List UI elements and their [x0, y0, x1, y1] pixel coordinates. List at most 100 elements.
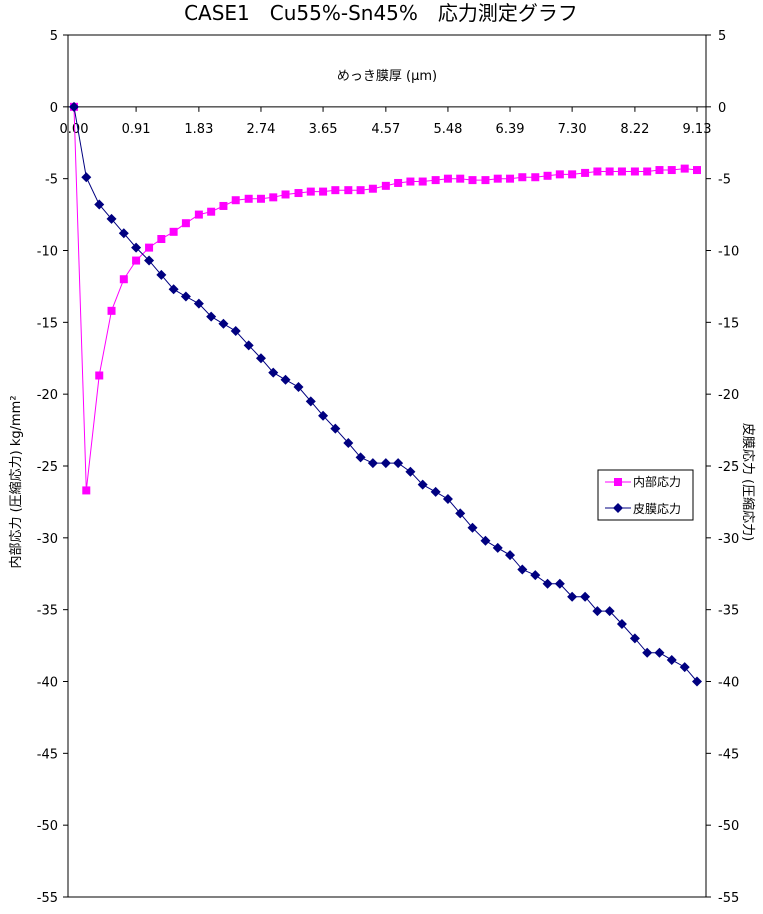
data-point-internal-stress	[543, 171, 552, 180]
data-point-internal-stress	[281, 190, 290, 199]
y-tick-label-right: -15	[718, 316, 739, 331]
data-point-film-stress	[230, 325, 241, 336]
y-tick-label-right: -10	[718, 245, 739, 260]
data-point-film-stress	[305, 396, 316, 407]
data-point-internal-stress	[344, 186, 353, 195]
data-point-internal-stress	[493, 174, 502, 183]
x-axis-title: めっき膜厚 (μm)	[337, 69, 437, 84]
y-tick-label-left: 5	[50, 29, 58, 44]
data-point-internal-stress	[82, 486, 91, 495]
data-point-internal-stress	[518, 173, 527, 182]
data-point-internal-stress	[95, 371, 104, 380]
data-point-film-stress	[467, 522, 478, 533]
y-tick-label-left: -40	[37, 676, 58, 691]
data-point-internal-stress	[132, 256, 141, 265]
legend-label-internal: 内部応力	[633, 474, 681, 489]
data-point-internal-stress	[568, 170, 577, 179]
x-tick-label: 7.30	[558, 122, 587, 137]
x-tick-label: 0.00	[60, 122, 89, 137]
data-point-internal-stress	[331, 186, 340, 195]
data-point-internal-stress	[256, 194, 265, 203]
y-tick-label-right: 5	[718, 29, 726, 44]
data-point-film-stress	[455, 508, 466, 519]
x-tick-label: 8.22	[620, 122, 649, 137]
data-point-film-stress	[106, 213, 117, 224]
data-point-internal-stress	[643, 167, 652, 176]
y-tick-label-left: -5	[45, 173, 58, 188]
y-tick-label-right: -5	[718, 173, 731, 188]
data-point-film-stress	[193, 298, 204, 309]
data-point-film-stress	[218, 318, 229, 329]
data-point-internal-stress	[306, 187, 315, 196]
data-point-internal-stress	[157, 235, 166, 244]
y-tick-label-right: -25	[718, 460, 739, 475]
data-point-internal-stress	[368, 184, 377, 193]
data-point-film-stress	[480, 535, 491, 546]
data-point-internal-stress	[630, 167, 639, 176]
data-point-film-stress	[355, 452, 366, 463]
y-tick-label-left: -15	[37, 316, 58, 331]
series-line-film-stress	[73, 106, 698, 682]
data-point-internal-stress	[418, 177, 427, 186]
x-tick-label: 0.91	[122, 122, 151, 137]
data-point-internal-stress	[605, 167, 614, 176]
data-point-film-stress	[343, 438, 354, 449]
y-tick-label-left: 0	[50, 101, 58, 116]
data-point-internal-stress	[219, 201, 228, 210]
data-point-film-stress	[430, 486, 441, 497]
legend-marker-film	[613, 503, 623, 513]
y-tick-label-right: -20	[718, 388, 739, 403]
data-point-film-stress	[580, 591, 591, 602]
data-point-film-stress	[654, 647, 665, 658]
data-point-film-stress	[156, 269, 167, 280]
data-point-film-stress	[517, 564, 528, 575]
data-point-film-stress	[180, 291, 191, 302]
data-point-film-stress	[629, 633, 640, 644]
data-point-internal-stress	[394, 178, 403, 187]
series-line-internal-stress	[73, 106, 698, 491]
x-tick-label: 6.39	[496, 122, 525, 137]
y-tick-label-right: 0	[718, 101, 726, 116]
data-point-film-stress	[293, 381, 304, 392]
data-point-internal-stress	[655, 166, 664, 175]
y-tick-label-right: -40	[718, 676, 739, 691]
data-point-internal-stress	[381, 181, 390, 190]
data-point-internal-stress	[294, 189, 303, 198]
data-point-film-stress	[243, 340, 254, 351]
y-tick-label-left: -55	[37, 891, 58, 906]
data-point-internal-stress	[119, 275, 128, 284]
data-point-film-stress	[144, 255, 155, 266]
legend-label-film: 皮膜応力	[633, 502, 681, 516]
y-tick-label-left: -20	[37, 388, 58, 403]
x-tick-label: 9.13	[683, 122, 712, 137]
data-point-film-stress	[268, 367, 279, 378]
data-point-internal-stress	[145, 243, 154, 252]
data-point-film-stress	[330, 423, 341, 434]
y-tick-label-right: -30	[718, 532, 739, 547]
data-point-film-stress	[505, 550, 516, 561]
data-point-film-stress	[94, 199, 105, 210]
data-point-internal-stress	[531, 173, 540, 182]
data-point-internal-stress	[593, 167, 602, 176]
data-point-internal-stress	[667, 166, 676, 175]
data-point-internal-stress	[468, 176, 477, 185]
data-point-film-stress	[666, 654, 677, 665]
y-tick-label-right: -50	[718, 819, 739, 834]
data-point-film-stress	[318, 410, 329, 421]
data-point-internal-stress	[107, 306, 116, 315]
data-point-internal-stress	[244, 194, 253, 203]
data-point-film-stress	[168, 284, 179, 295]
data-point-film-stress	[280, 374, 291, 385]
x-tick-label: 3.65	[309, 122, 338, 137]
data-point-film-stress	[69, 101, 79, 112]
x-tick-label: 5.48	[433, 122, 462, 137]
data-point-internal-stress	[231, 196, 240, 205]
y-tick-label-right: -45	[718, 747, 739, 762]
y-tick-label-left: -25	[37, 460, 58, 475]
y-tick-label-left: -45	[37, 747, 58, 762]
data-point-internal-stress	[617, 167, 626, 176]
data-point-film-stress	[367, 458, 378, 469]
data-point-film-stress	[530, 570, 541, 581]
